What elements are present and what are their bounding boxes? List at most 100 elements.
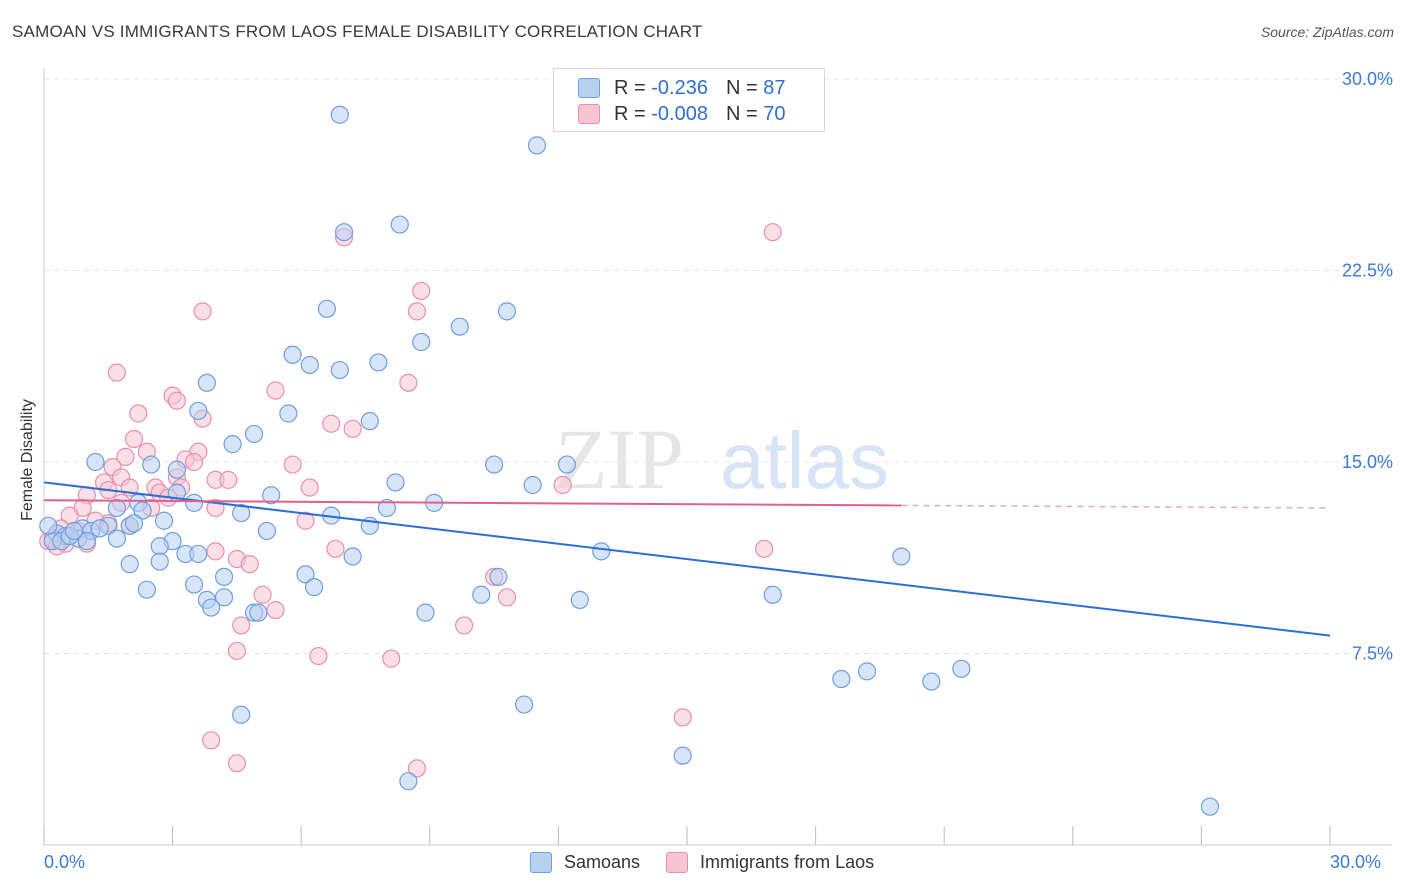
laos-point [240, 555, 259, 574]
laos-point [283, 455, 302, 474]
legend-r-value: -0.008 [651, 102, 708, 125]
samoan-point [390, 215, 409, 234]
legend-row-laos: R = -0.008 N = 70 [578, 101, 785, 127]
laos-point [322, 414, 341, 433]
samoan-point [1200, 797, 1220, 816]
samoan-point [107, 529, 126, 548]
samoan-point [184, 575, 204, 594]
correlation-legend: R = -0.236 N = 87 R = -0.008 N = 70 [553, 68, 825, 132]
laos-point [755, 539, 774, 558]
samoan-point [592, 542, 611, 561]
samoan-point [304, 578, 324, 597]
samoan-point [107, 498, 126, 518]
samoan-point [39, 516, 58, 535]
samoan-point [330, 105, 349, 124]
watermark-atlas: atlas [720, 416, 889, 505]
samoan-point [369, 353, 388, 372]
watermark: ZIP atlas [555, 411, 889, 507]
samoan-point [300, 355, 319, 375]
laos-point [266, 381, 285, 400]
samoan-trend-line [43, 481, 1331, 637]
axes [43, 68, 1392, 846]
samoans-swatch [530, 852, 552, 873]
samoan-point [150, 537, 169, 556]
samoan-point [472, 585, 491, 604]
laos-point [227, 641, 246, 661]
laos-points [39, 223, 782, 778]
y-tick-label: 30.0% [1342, 69, 1393, 89]
legend-r-value: -0.236 [651, 76, 708, 99]
laos-point [232, 616, 251, 635]
laos-point [399, 373, 418, 392]
y-tick-label: 15.0% [1342, 452, 1393, 472]
legend-n-label: N = [725, 76, 764, 99]
samoan-point [360, 412, 379, 431]
legend-item-laos[interactable]: Immigrants from Laos [666, 852, 874, 873]
samoan-point [450, 317, 469, 336]
samoan-point [892, 547, 911, 566]
samoan-point [214, 567, 234, 587]
watermark-zip: ZIP [555, 411, 684, 507]
source-credit: Source: ZipAtlas.com [1260, 24, 1394, 40]
legend-n-label: N = [725, 102, 764, 125]
samoan-point [857, 662, 877, 681]
samoan-point [832, 669, 851, 689]
laos-point [309, 646, 328, 666]
legend-r-label: R = [614, 102, 652, 125]
samoan-point [334, 223, 354, 242]
samoan-point [133, 501, 152, 520]
laos-point [124, 429, 144, 449]
laos-point [266, 600, 285, 620]
laos-point [206, 542, 225, 561]
legend-swatch-blue [578, 78, 600, 98]
samoan-point [279, 404, 298, 423]
trend-lines [43, 481, 1331, 637]
laos-point [382, 649, 401, 668]
samoan-point [249, 603, 268, 622]
samoan-point [515, 695, 534, 714]
laos-point [219, 470, 238, 489]
samoan-point [257, 521, 277, 541]
samoan-point [120, 555, 139, 574]
samoan-point [922, 672, 941, 691]
samoan-point [497, 302, 517, 321]
samoan-point [296, 565, 315, 584]
samoan-point [386, 473, 405, 492]
laos-point [343, 419, 362, 438]
laos-point [193, 302, 212, 321]
legend-swatch-pink [578, 104, 600, 124]
samoan-point [197, 373, 216, 392]
laos-point [763, 223, 782, 242]
laos-swatch [666, 852, 689, 873]
laos-point [497, 588, 517, 607]
y-tick-label: 7.5% [1352, 644, 1393, 664]
laos-point [227, 754, 246, 773]
laos-point [412, 281, 431, 301]
laos-point [326, 539, 345, 558]
samoan-point [262, 486, 281, 505]
laos-point [253, 585, 272, 604]
laos-point [407, 302, 427, 321]
laos-point [454, 616, 474, 635]
samoan-point [330, 360, 349, 380]
samoan-point [523, 475, 542, 495]
samoan-point [223, 435, 242, 454]
samoan-point [317, 299, 337, 318]
samoan-point [570, 590, 589, 609]
legend-item-samoans[interactable]: Samoans [530, 852, 640, 873]
samoan-point [485, 455, 504, 474]
samoan-point [150, 552, 169, 571]
laos-point [553, 475, 572, 495]
laos-point [407, 759, 427, 778]
samoan-points [39, 105, 1220, 816]
samoan-point [154, 511, 174, 530]
samoan-point [377, 498, 397, 518]
laos-point [202, 731, 221, 750]
samoan-point [142, 455, 161, 474]
samoan-point [232, 705, 251, 724]
x-tick-label-max: 30.0% [1330, 852, 1382, 872]
series-legend: Samoans Immigrants from Laos [530, 852, 900, 873]
samoan-point [189, 401, 208, 421]
samoan-point [763, 585, 782, 604]
